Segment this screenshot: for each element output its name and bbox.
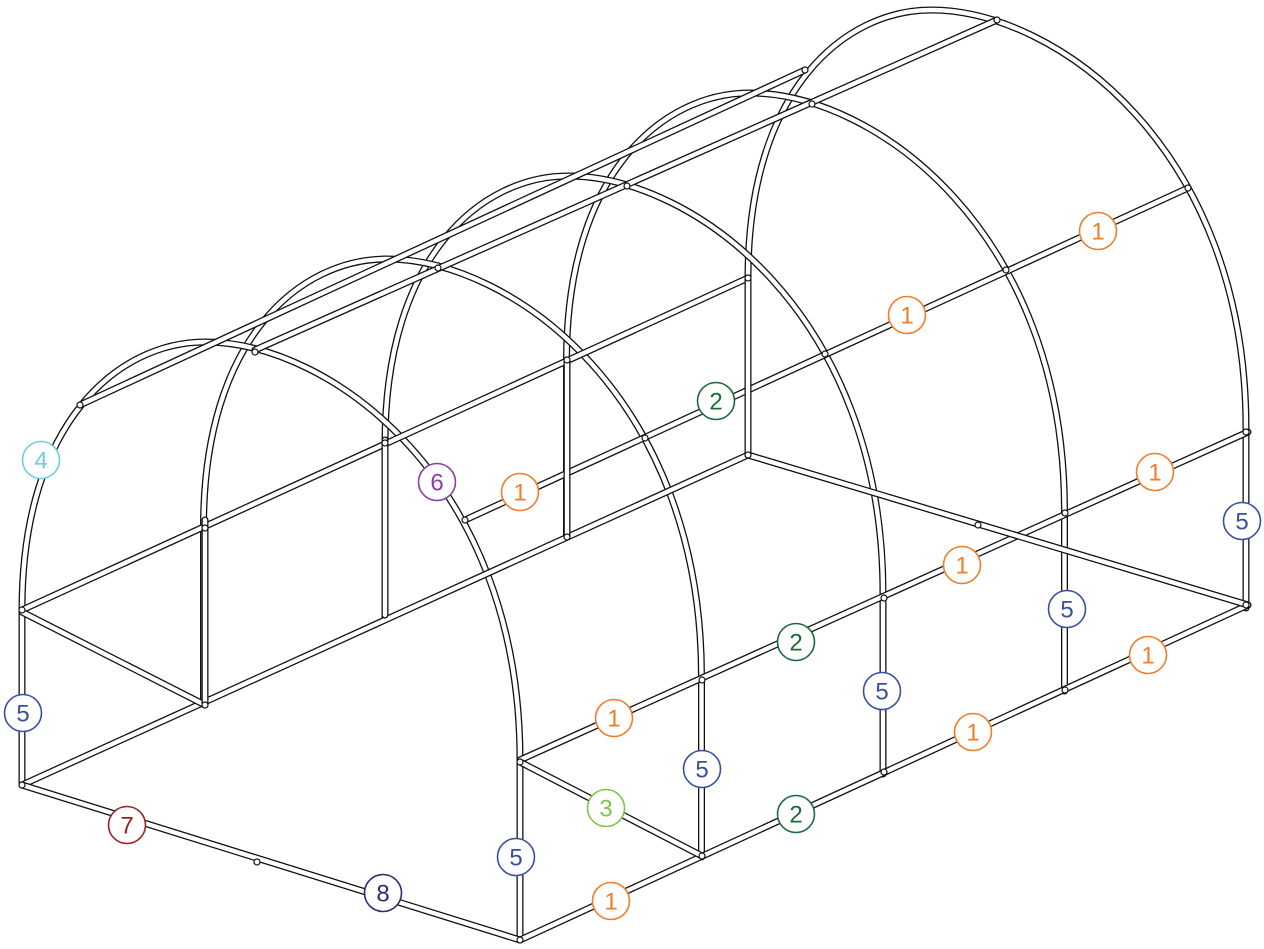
- joint: [821, 350, 829, 358]
- callout-label: 7: [120, 813, 133, 840]
- joint: [381, 439, 389, 447]
- callouts: 1 1 1 1 1 1 1 1 1 2 2 2 3 4 5 5 5 5 5 5 6 7 8: [3, 211, 1262, 921]
- callout-label: 1: [604, 889, 617, 916]
- callout-label: 1: [1148, 460, 1161, 487]
- callout-circle: [21, 440, 61, 480]
- joint: [623, 182, 631, 190]
- callout-circle: [1135, 452, 1175, 492]
- joint: [744, 451, 752, 459]
- joint: [516, 936, 524, 944]
- callout-label: 2: [789, 630, 802, 657]
- callout-circle: [942, 545, 982, 585]
- callout-circle: [776, 794, 816, 834]
- joint: [1061, 686, 1069, 694]
- callout-circle: [1128, 635, 1168, 675]
- joint: [1242, 428, 1250, 436]
- callout-label: 1: [513, 480, 526, 507]
- callout-circle: [862, 671, 902, 711]
- callout-circle: [496, 837, 536, 877]
- callout-label: 5: [695, 757, 708, 784]
- callout-circle: [586, 788, 626, 828]
- joint: [698, 852, 706, 860]
- callout-label: 4: [34, 448, 47, 475]
- tube: [19, 782, 523, 943]
- tube-outline: [563, 89, 1068, 695]
- joint: [201, 701, 209, 709]
- callout-label: 1: [966, 720, 979, 747]
- callout-label: 1: [1091, 219, 1104, 246]
- joint: [880, 768, 888, 776]
- joint: [744, 274, 752, 282]
- joint: [880, 594, 888, 602]
- joint: [251, 348, 259, 356]
- callout-circle: [107, 805, 147, 845]
- callout-label: 2: [709, 389, 722, 416]
- callout-circle: [696, 381, 736, 421]
- callout-circle: [1078, 211, 1118, 251]
- callout-label: 2: [789, 802, 802, 829]
- tube: [19, 452, 751, 788]
- callout-label: 5: [509, 845, 522, 872]
- callout-label: 5: [16, 701, 29, 728]
- joint: [201, 524, 209, 532]
- joint: [516, 758, 524, 766]
- callout-label: 1: [955, 553, 968, 580]
- joint: [18, 781, 26, 789]
- tube: [564, 90, 1067, 694]
- joint: [801, 66, 809, 74]
- joint: [253, 858, 261, 866]
- joint: [808, 100, 816, 108]
- joint: [641, 434, 649, 442]
- callout-label: 6: [430, 470, 443, 497]
- tube: [382, 173, 886, 777]
- joint: [974, 521, 982, 529]
- callout-circle: [3, 693, 43, 733]
- joint: [993, 16, 1001, 24]
- callout-label: 8: [376, 881, 389, 908]
- joint: [563, 533, 571, 541]
- tube-outline: [18, 338, 524, 944]
- joint: [1061, 509, 1069, 517]
- callout-label: 5: [1060, 597, 1073, 624]
- callout-label: 1: [1141, 643, 1154, 670]
- callout-circle: [887, 295, 927, 335]
- callout-circle: [417, 462, 457, 502]
- tube-outline: [200, 255, 705, 861]
- callout-label: 5: [875, 679, 888, 706]
- joint: [1242, 601, 1250, 609]
- joint: [563, 356, 571, 364]
- callout-circle: [1047, 589, 1087, 629]
- tube: [19, 339, 523, 943]
- callout-circle: [682, 749, 722, 789]
- tube: [745, 7, 1249, 611]
- callout-circle: [1222, 501, 1262, 541]
- tube: [745, 452, 1251, 608]
- joint: [1002, 266, 1010, 274]
- callout-label: 1: [900, 303, 913, 330]
- callout-label: 1: [607, 706, 620, 733]
- callout-circle: [500, 472, 540, 512]
- callout-circle: [953, 712, 993, 752]
- joints: [18, 16, 1250, 944]
- frame: [18, 6, 1252, 944]
- joint: [18, 606, 26, 614]
- callout-label: 3: [599, 796, 612, 823]
- callout-circle: [363, 873, 403, 913]
- joint: [698, 676, 706, 684]
- joint: [461, 516, 469, 524]
- callout-circle: [591, 881, 631, 921]
- callout-circle: [776, 622, 816, 662]
- callout-circle: [594, 698, 634, 738]
- tube: [77, 67, 808, 408]
- tube: [201, 256, 704, 860]
- callout-label: 5: [1235, 509, 1248, 536]
- joint: [1184, 184, 1192, 192]
- joint: [434, 264, 442, 272]
- tube: [19, 609, 208, 708]
- joint: [76, 401, 84, 409]
